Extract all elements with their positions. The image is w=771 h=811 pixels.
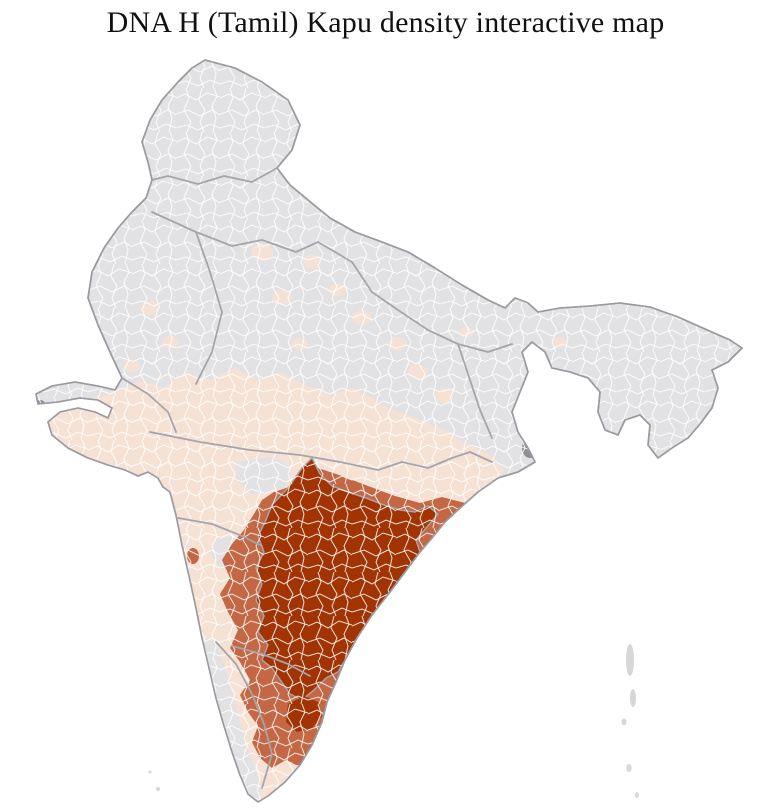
andaman-island[interactable] (626, 644, 634, 676)
map-title: DNA H (Tamil) Kapu density interactive m… (106, 6, 665, 39)
low-density-district-speck[interactable] (680, 286, 696, 298)
border-rajasthan-east (195, 231, 223, 385)
india-outline (35, 59, 743, 803)
border-mp-maharashtra (149, 431, 379, 471)
lakshadweep-island[interactable] (156, 787, 160, 791)
nicobar-island[interactable] (626, 764, 632, 772)
nicobar-island[interactable] (635, 792, 639, 798)
border-maharashtra-karnataka (177, 517, 263, 547)
border-bihar-bengal (457, 343, 493, 439)
border-gujarat (121, 377, 177, 433)
lakshadweep-island[interactable] (148, 770, 152, 774)
border-karnataka-tamilnadu (231, 645, 311, 677)
border-odisha (377, 451, 493, 471)
district-boundaries-mesh (36, 60, 742, 802)
border-jammu-punjab (151, 167, 278, 185)
border-rajasthan-north (151, 211, 319, 253)
andaman-island[interactable] (621, 718, 627, 726)
andaman-island[interactable] (630, 689, 636, 707)
border-kerala-tamilnadu (215, 641, 273, 789)
border-uttarpradesh-south (317, 241, 513, 353)
